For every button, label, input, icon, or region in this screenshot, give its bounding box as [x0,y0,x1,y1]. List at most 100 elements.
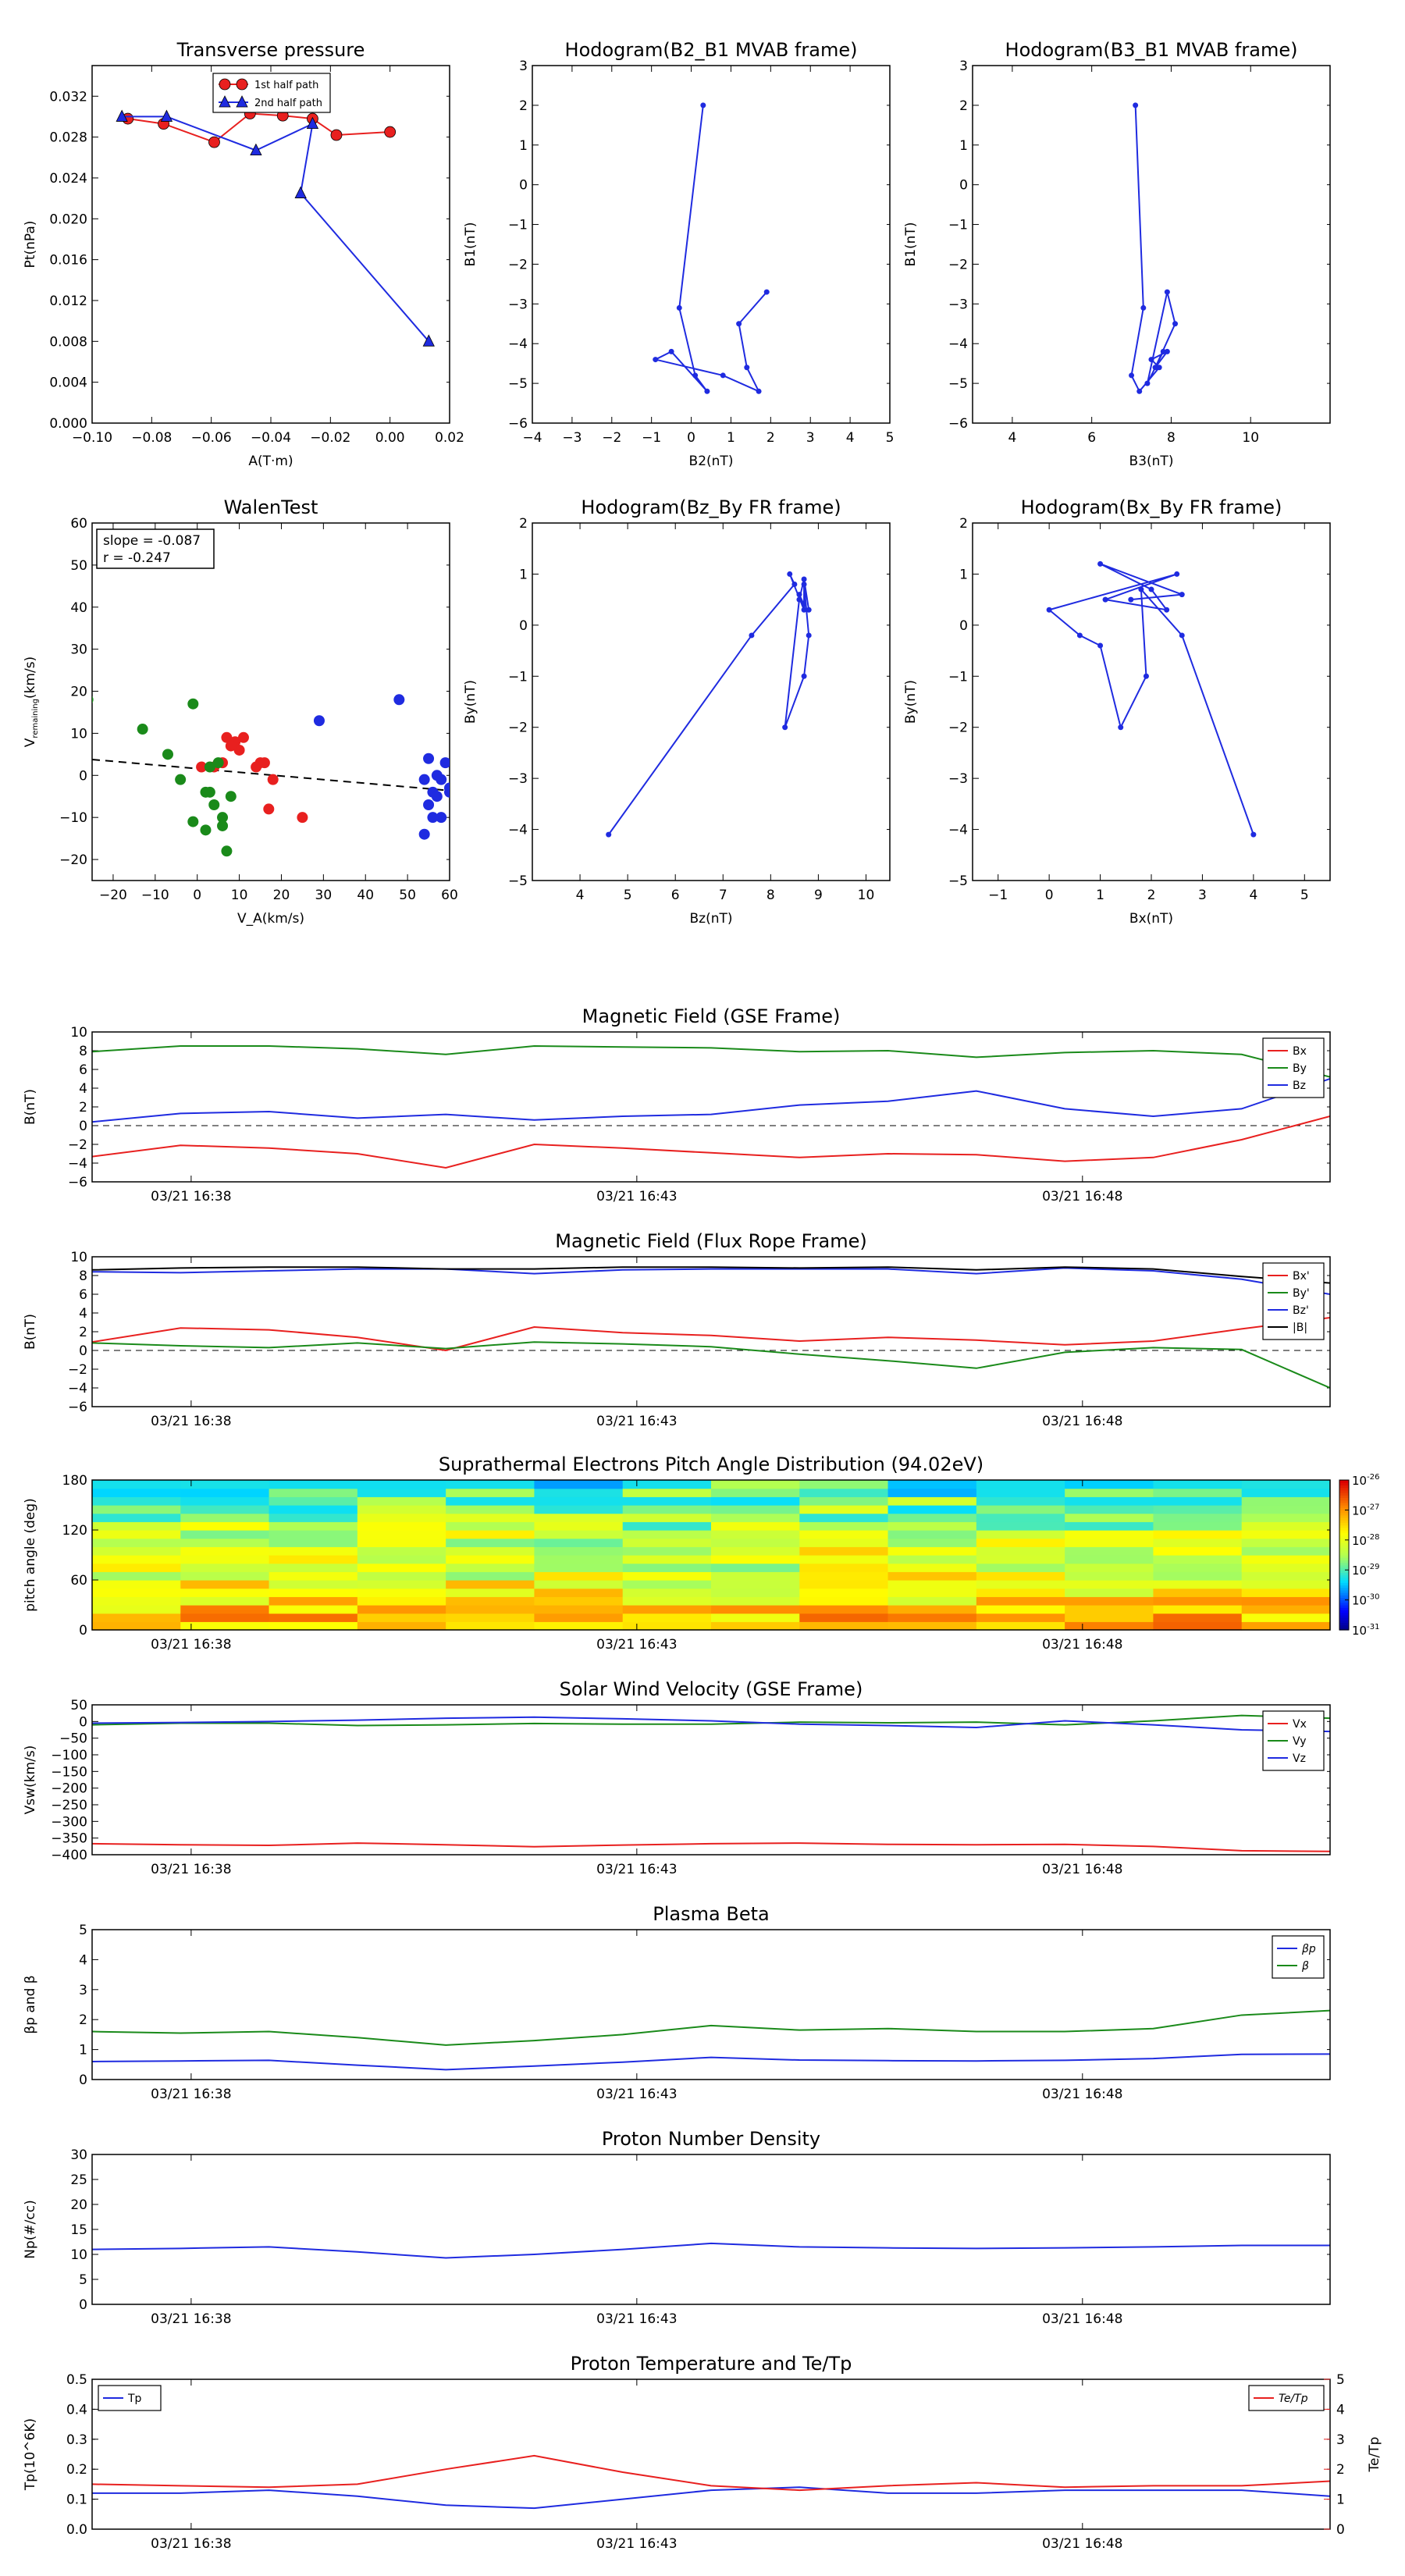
heatmap-cell [1241,1596,1331,1606]
colorbar-tick-label: 10-26 [1352,1473,1379,1488]
series-line-|B| [92,1266,1330,1284]
data-point [313,715,325,727]
heatmap-cell [534,1563,624,1572]
y-tick-label: 60 [70,516,87,532]
x-tick-label: 03/21 16:48 [1042,1637,1122,1653]
y-tick-label: 25 [70,2172,87,2188]
y-tick-label: 2 [79,2012,87,2028]
heatmap-cell [446,1521,535,1531]
data-point [720,372,726,379]
data-point [208,136,220,148]
y-tick-label: 20 [70,685,87,700]
y-tick-label: −20 [59,852,87,868]
heatmap-cell [1241,1555,1331,1564]
heatmap-cell [1241,1521,1331,1531]
heatmap-cell [1065,1513,1154,1522]
data-point [606,831,612,838]
heatmap-cell [976,1513,1065,1522]
heatmap-cell [887,1580,977,1589]
heatmap-cell [446,1505,535,1514]
y-tick-label: −3 [948,297,968,312]
x-tick-label: 40 [357,888,374,903]
x-tick-label: 03/21 16:38 [151,1637,231,1653]
legend-label: |B| [1293,1322,1307,1334]
x-tick-label: 6 [671,888,680,903]
y-tick-label: 1 [79,2043,87,2058]
heatmap-cell [1153,1538,1243,1547]
heatmap-cell [1153,1530,1243,1539]
heatmap-cell [357,1588,446,1597]
data-point [1046,607,1052,613]
heatmap-cell [622,1588,712,1597]
heatmap-cell [622,1488,712,1497]
y-tick-label: 15 [70,2222,87,2238]
heatmap-cell [446,1596,535,1606]
y-tick-label: 30 [70,2147,87,2163]
data-point [806,632,812,639]
data-point [1152,365,1158,371]
y-axis-label: B(nT) [23,1314,38,1350]
heatmap-cell [622,1580,712,1589]
colorbar-segment [1339,1557,1349,1560]
heatmap-cell [1241,1621,1331,1631]
heatmap-cell [976,1505,1065,1514]
heatmap-cell [446,1488,535,1497]
data-point [1143,673,1149,679]
series-line-By' [92,1341,1330,1389]
heatmap-cell [269,1580,358,1589]
data-point [225,791,237,802]
heatmap-cell [799,1580,889,1589]
y-axis-label-sub: remaining [31,699,40,738]
data-point [1164,289,1170,295]
y-tick-label: 0.000 [49,416,87,432]
colorbar-frame [1339,1479,1350,1631]
data-point [258,757,270,769]
y-tick-label: −2 [508,257,528,272]
heatmap-cell [1065,1621,1154,1631]
data-point [1148,357,1154,363]
legend-label: 2nd half path [254,98,322,109]
y-axis-label: Te/Tp [1367,2437,1382,2473]
x-tick-label: 5 [624,888,632,903]
x-tick-label: 03/21 16:38 [151,1862,231,1877]
x-tick-label: 03/21 16:38 [151,1189,231,1204]
heatmap-cell [799,1530,889,1539]
data-point [796,592,802,598]
y-axis-label: Tp(10^6K) [23,2418,38,2491]
heatmap-cell [622,1571,712,1581]
heatmap-cell [1153,1621,1243,1631]
heatmap-cell [976,1596,1065,1606]
colorbar-segment [1339,1574,1349,1578]
heatmap-cell [976,1580,1065,1589]
heatmap-cell [1153,1513,1243,1522]
heatmap-cell [1065,1571,1154,1581]
panel-walen: WalenTest −20 −10 0 10 20 30 40 50 60 −20 −10 0 10 20 3… [23,496,458,927]
chart-title: Transverse pressure [176,39,365,61]
heatmap-cell [976,1613,1065,1622]
heatmap-cell [711,1588,800,1597]
legend-label: 1st half path [254,80,318,91]
y-tick-label: −2 [508,720,528,736]
data-point [1128,596,1134,603]
heatmap-cell [1065,1488,1154,1497]
y-axis-label: By(nT) [903,680,919,724]
data-point [700,102,706,109]
data-point [250,143,262,156]
x-tick-label: 60 [441,888,458,903]
heatmap-cell [799,1546,889,1556]
data-point [431,791,443,802]
heatmap-cell [1153,1596,1243,1606]
data-point [801,607,807,613]
heatmap-cell [92,1613,181,1622]
y-tick-label: 0.1 [66,2492,87,2508]
heatmap-cell [799,1538,889,1547]
heatmap-cell [1153,1480,1243,1489]
series-line [607,574,810,835]
heatmap-cell [534,1505,624,1514]
data-point [801,673,807,679]
heatmap-cell [1065,1605,1154,1614]
plot-frame [91,2379,1331,2530]
heatmap-cell [92,1546,181,1556]
heatmap-cell [446,1605,535,1614]
